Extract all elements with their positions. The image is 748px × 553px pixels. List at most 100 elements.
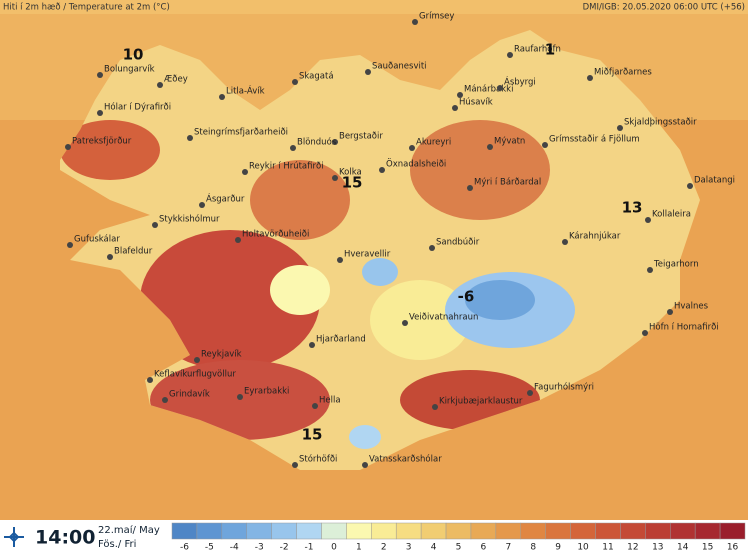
temperature-label: -6 [458, 288, 475, 306]
temperature-label: 13 [622, 199, 643, 217]
legend-label: 0 [331, 543, 337, 553]
station-name: Vatnsskarðshólar [369, 454, 442, 465]
legend-label: 15 [702, 543, 713, 553]
station-name: Hvalnes [674, 302, 709, 312]
station-name: Mývatn [494, 137, 525, 147]
station-dot [292, 79, 298, 85]
legend-swatch [395, 522, 422, 540]
station-dot [487, 144, 493, 150]
station-name: Patreksfjörður [72, 137, 132, 147]
station-name: Teigarhorn [653, 260, 699, 270]
station-name: Kárahnjúkar [569, 232, 621, 242]
station-name: Mýri í Bárðardal [474, 178, 541, 188]
station-dot [527, 390, 533, 396]
station-dot [587, 75, 593, 81]
legend-swatch [445, 522, 472, 540]
station-dot [199, 202, 205, 208]
station-name: Miðfjarðarnes [594, 68, 652, 78]
station-dot [667, 309, 673, 315]
station-name: Raufarhöfn [514, 45, 561, 55]
legend-label: -5 [205, 543, 214, 553]
station-name: Blafeldur [114, 247, 153, 257]
station-dot [497, 85, 503, 91]
station-dot [409, 145, 415, 151]
legend-label: 16 [727, 543, 739, 553]
station-dot [332, 139, 338, 145]
legend-label: -3 [255, 543, 264, 553]
station-dot [65, 144, 71, 150]
station-dot [402, 320, 408, 326]
station-name: Höfn í Hornafirði [649, 323, 719, 333]
station-name: Stykkishólmur [159, 214, 220, 225]
station-name: Bolungarvík [104, 65, 155, 75]
station-dot [107, 254, 113, 260]
legend-label: 6 [481, 543, 487, 553]
station-name: Dalatangi [694, 176, 735, 186]
legend-swatch [196, 522, 223, 540]
legend-label: 7 [505, 543, 511, 553]
legend-label: -1 [305, 543, 314, 553]
legend-swatch [346, 522, 372, 540]
legend-swatch [645, 522, 671, 540]
temperature-label: 10 [123, 46, 144, 64]
stations: Grímsey Raufarhöfn Bolungarvík Æðey Mánárbak… [65, 12, 735, 468]
logo [4, 527, 24, 547]
forecast-time: 14:00 [35, 527, 95, 549]
station-name: Ásbyrgi [504, 76, 536, 88]
legend-label: 10 [577, 543, 589, 553]
station-name: Kolka [339, 168, 362, 178]
station-name: Ásgarður [206, 193, 245, 205]
station-name: Kollaleira [652, 210, 691, 220]
legend-swatch [520, 522, 546, 540]
station-dot [187, 135, 193, 141]
station-name: Hveravellir [344, 250, 391, 260]
station-name: Steingrímsfjarðarheiði [194, 128, 288, 138]
legend-swatch [694, 522, 721, 540]
station-name: Veiðivatnahraun [409, 313, 478, 323]
station-dot [562, 239, 568, 245]
station-dot [152, 222, 158, 228]
station-name: Eyrarbakki [244, 387, 289, 397]
station-name: Hella [319, 396, 341, 406]
legend-swatch [670, 522, 696, 540]
station-dot [235, 237, 241, 243]
legend-swatch [495, 522, 522, 540]
station-name: Sandbúðir [436, 238, 480, 248]
station-dot [412, 19, 418, 25]
temperature-labels: 10 1 15 13 -6 15 [123, 41, 643, 444]
legend-label: 8 [530, 543, 536, 553]
station-dot [242, 169, 248, 175]
model-run: DMI/IGB: 20.05.2020 06:00 UTC (+56) [583, 3, 745, 13]
station-dot [617, 125, 623, 131]
forecast-date: 22.maí/ May [98, 524, 160, 536]
legend-swatch [545, 522, 571, 540]
header-bar [0, 0, 748, 14]
station-dot [309, 342, 315, 348]
station-dot [457, 92, 463, 98]
station-name: Holtavörðuheiði [242, 230, 309, 240]
legend-swatch [321, 522, 347, 540]
station-name: Mánárbakki [464, 85, 513, 95]
station-dot [162, 397, 168, 403]
station-name: Skjaldþingsstaðir [624, 118, 697, 128]
temperature-label: 15 [302, 426, 323, 444]
station-dot [219, 94, 225, 100]
legend-label: 12 [627, 543, 638, 553]
legend-label: 2 [381, 543, 387, 553]
temperature-label: 15 [342, 174, 363, 192]
station-dot [452, 105, 458, 111]
legend-swatch [420, 522, 447, 540]
station-dot [290, 145, 296, 151]
station-dot [332, 175, 338, 181]
legend: -6 -5 -4 -3 -2 -1 0 1 2 3 4 5 6 7 8 9 10 11 12 13 14 15 16 [171, 522, 746, 553]
station-dot [362, 462, 368, 468]
station-name: Stórhöfði [299, 454, 337, 465]
station-name: Hólar í Dýrafirði [104, 102, 171, 113]
station-dot [467, 185, 473, 191]
station-name: Grímsey [419, 12, 454, 22]
station-dot [379, 167, 385, 173]
station-dot [647, 267, 653, 273]
station-dot [312, 403, 318, 409]
station-name: Sauðanesviti [372, 62, 427, 72]
